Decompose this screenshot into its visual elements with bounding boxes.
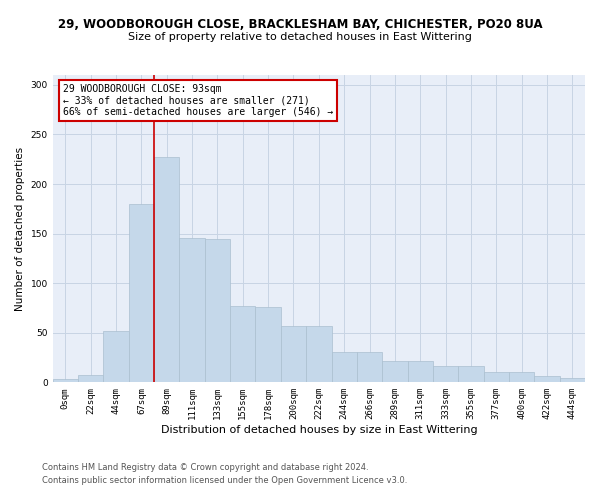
Bar: [205, 238, 230, 382]
Bar: [509, 372, 535, 382]
Bar: [433, 366, 458, 382]
Bar: [179, 238, 205, 382]
Bar: [129, 204, 154, 382]
X-axis label: Distribution of detached houses by size in East Wittering: Distribution of detached houses by size …: [161, 425, 477, 435]
Bar: [357, 352, 382, 382]
Y-axis label: Number of detached properties: Number of detached properties: [15, 146, 25, 310]
Bar: [256, 307, 281, 382]
Text: Size of property relative to detached houses in East Wittering: Size of property relative to detached ho…: [128, 32, 472, 42]
Bar: [154, 158, 179, 382]
Bar: [484, 372, 509, 382]
Text: 29, WOODBOROUGH CLOSE, BRACKLESHAM BAY, CHICHESTER, PO20 8UA: 29, WOODBOROUGH CLOSE, BRACKLESHAM BAY, …: [58, 18, 542, 30]
Bar: [78, 376, 103, 382]
Bar: [458, 366, 484, 382]
Bar: [281, 326, 306, 382]
Bar: [103, 331, 129, 382]
Bar: [332, 352, 357, 382]
Text: Contains public sector information licensed under the Open Government Licence v3: Contains public sector information licen…: [42, 476, 407, 485]
Bar: [230, 306, 256, 382]
Bar: [306, 326, 332, 382]
Bar: [53, 380, 78, 382]
Bar: [535, 376, 560, 382]
Text: 29 WOODBOROUGH CLOSE: 93sqm
← 33% of detached houses are smaller (271)
66% of se: 29 WOODBOROUGH CLOSE: 93sqm ← 33% of det…: [64, 84, 334, 117]
Text: Contains HM Land Registry data © Crown copyright and database right 2024.: Contains HM Land Registry data © Crown c…: [42, 464, 368, 472]
Bar: [382, 360, 407, 382]
Bar: [560, 378, 585, 382]
Bar: [407, 360, 433, 382]
